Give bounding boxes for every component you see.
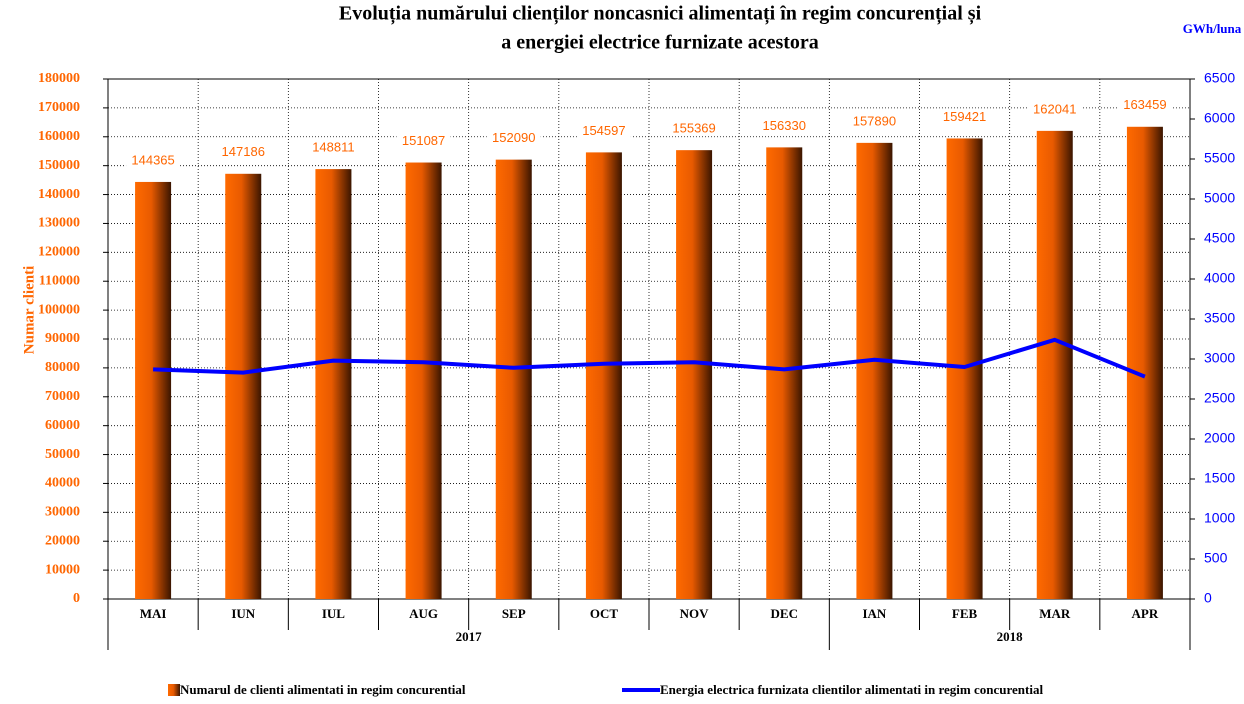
x-tick-label: SEP <box>502 606 526 621</box>
bar <box>1036 130 1073 599</box>
y2-tick-label: 6000 <box>1204 110 1235 126</box>
x-tick-label: OCT <box>590 606 619 621</box>
y2-tick-label: 5500 <box>1204 150 1235 166</box>
legend-label: Numarul de clienti alimentati in regim c… <box>180 682 466 697</box>
bar <box>766 147 803 599</box>
y2-tick-label: 6500 <box>1204 70 1235 86</box>
y-tick-label: 100000 <box>38 302 80 317</box>
group-label: 2017 <box>456 629 483 644</box>
data-label: 154597 <box>582 123 625 138</box>
bar <box>856 142 893 599</box>
x-tick-label: AUG <box>409 606 438 621</box>
bar <box>225 173 262 599</box>
data-label: 159421 <box>943 109 986 124</box>
data-label-bg <box>1117 96 1172 113</box>
data-label: 156330 <box>763 118 806 133</box>
legend-swatch <box>168 684 180 696</box>
data-label-bg <box>486 129 541 146</box>
x-tick-label: IUL <box>322 606 345 621</box>
x-tick-label: MAI <box>140 606 167 621</box>
y-tick-label: 180000 <box>38 71 80 86</box>
data-label: 152090 <box>492 130 535 145</box>
y2-tick-label: 1000 <box>1204 510 1235 526</box>
data-label: 155369 <box>672 121 715 136</box>
bar <box>585 152 622 599</box>
y-tick-label: 20000 <box>45 533 80 548</box>
y-tick-label: 70000 <box>45 389 80 404</box>
data-label: 162041 <box>1033 101 1076 116</box>
chart-title: Evoluția numărului clienților noncasnici… <box>339 3 982 26</box>
data-label: 163459 <box>1123 97 1166 112</box>
data-label-bg <box>847 112 902 129</box>
y-tick-label: 10000 <box>45 562 80 577</box>
y-axis-title: Numar clienti <box>21 266 37 354</box>
y2-tick-label: 5000 <box>1204 190 1235 206</box>
bar <box>135 181 172 599</box>
y-tick-label: 110000 <box>39 273 80 288</box>
data-label-bg <box>126 151 181 168</box>
data-label: 147186 <box>222 144 265 159</box>
x-tick-label: IAN <box>862 606 886 621</box>
y2-tick-label: 2500 <box>1204 390 1235 406</box>
y2-tick-label: 2000 <box>1204 430 1235 446</box>
data-label-bg <box>216 143 271 160</box>
bar <box>495 159 532 599</box>
x-tick-label: NOV <box>680 606 710 621</box>
data-label: 151087 <box>402 133 445 148</box>
x-tick-label: APR <box>1132 606 1159 621</box>
bar <box>1126 126 1163 600</box>
x-tick-label: MAR <box>1039 606 1071 621</box>
y2-tick-label: 1500 <box>1204 470 1235 486</box>
data-label: 144365 <box>131 152 174 167</box>
data-label-bg <box>1027 100 1082 117</box>
y2-tick-label: 3500 <box>1204 310 1235 326</box>
y-tick-label: 130000 <box>38 216 80 231</box>
x-tick-label: FEB <box>952 606 978 621</box>
group-label: 2018 <box>997 629 1024 644</box>
y-tick-label: 160000 <box>38 129 80 144</box>
y-tick-label: 60000 <box>45 418 80 433</box>
y-tick-label: 30000 <box>45 505 80 520</box>
data-label-bg <box>306 139 361 156</box>
data-label-bg <box>667 120 722 137</box>
y-tick-label: 0 <box>73 591 80 606</box>
data-label: 148811 <box>312 140 354 155</box>
line <box>153 337 1146 379</box>
y-tick-label: 170000 <box>38 100 80 115</box>
bar <box>676 150 713 599</box>
bar <box>315 169 352 599</box>
y2-tick-label: 0 <box>1204 590 1212 606</box>
y-tick-label: 50000 <box>45 447 80 462</box>
y-tick-label: 150000 <box>38 158 80 173</box>
bar <box>405 162 442 600</box>
y2-tick-label: 500 <box>1204 550 1228 566</box>
y2-axis-title: GWh/luna <box>1183 21 1242 36</box>
data-label-bg <box>757 117 812 134</box>
y-tick-label: 40000 <box>45 476 80 491</box>
y2-tick-label: 4500 <box>1204 230 1235 246</box>
y-tick-label: 120000 <box>38 245 80 260</box>
data-label: 157890 <box>853 113 896 128</box>
legend-label: Energia electrica furnizata clientilor a… <box>660 682 1043 697</box>
data-label-bg <box>396 132 451 149</box>
y-tick-label: 140000 <box>38 187 80 202</box>
y2-tick-label: 4000 <box>1204 270 1235 286</box>
data-label-bg <box>576 122 631 139</box>
chart-title: a energiei electrice furnizate acestora <box>501 32 819 54</box>
y-tick-label: 90000 <box>45 331 80 346</box>
y-tick-label: 80000 <box>45 360 80 375</box>
data-label-bg <box>937 108 992 125</box>
y2-tick-label: 3000 <box>1204 350 1235 366</box>
x-tick-label: DEC <box>771 606 798 621</box>
x-tick-label: IUN <box>231 606 255 621</box>
